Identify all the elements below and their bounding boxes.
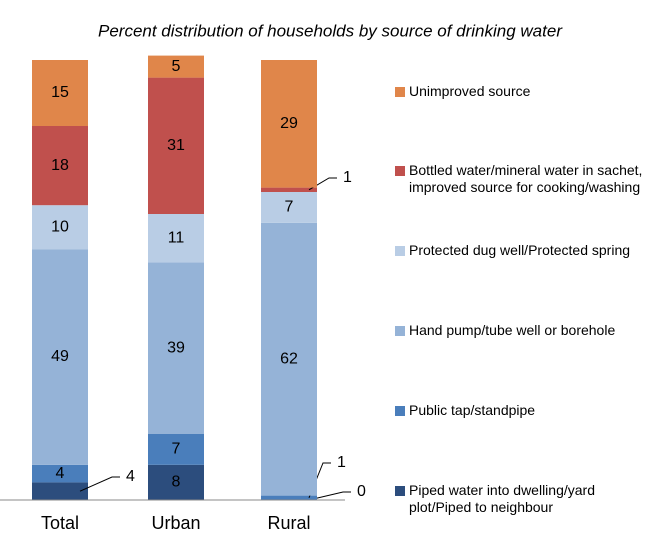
legend-swatch xyxy=(395,486,405,496)
legend-label: Piped water into dwelling/yard plot/Pipe… xyxy=(409,482,595,515)
legend-swatch xyxy=(395,406,405,416)
bar-segment xyxy=(261,60,317,188)
bar-segment xyxy=(148,464,204,500)
x-tick-label: Total xyxy=(41,513,79,533)
bar-segment xyxy=(32,205,88,250)
legend-label: Bottled water/mineral water in sachet, i… xyxy=(409,162,643,195)
bar-segment xyxy=(148,262,204,434)
bar-segment xyxy=(32,482,88,500)
x-tick-label: Urban xyxy=(151,513,200,533)
x-tick-label: Rural xyxy=(267,513,310,533)
bar-segment xyxy=(148,214,204,263)
legend-swatch xyxy=(395,246,405,256)
bar-segment xyxy=(148,77,204,214)
data-label: 31 xyxy=(167,137,185,154)
data-label: 8 xyxy=(172,474,181,491)
bar-segment xyxy=(148,434,204,465)
data-label: 7 xyxy=(285,199,294,216)
chart-title: Percent distribution of households by so… xyxy=(98,21,563,40)
legend-swatch xyxy=(395,326,405,336)
legend-swatch xyxy=(395,166,405,176)
bar-segment xyxy=(32,464,88,483)
data-label: 29 xyxy=(280,115,298,132)
data-label: 62 xyxy=(280,350,298,367)
data-label: 15 xyxy=(51,84,69,101)
legend-label: Unimproved source xyxy=(409,83,531,99)
bar-segment xyxy=(261,187,317,192)
data-label: 4 xyxy=(56,465,65,482)
legend-swatch xyxy=(395,87,405,97)
bar-segment xyxy=(261,222,317,496)
data-label: 1 xyxy=(337,454,346,471)
data-label: 39 xyxy=(167,339,185,356)
leader-line xyxy=(308,491,351,501)
data-label: 4 xyxy=(126,468,135,485)
legend-label: Public tap/standpipe xyxy=(409,402,536,418)
legend-label: Protected dug well/Protected spring xyxy=(409,242,631,258)
bar-segment xyxy=(148,55,204,78)
bar-segment xyxy=(32,126,88,206)
data-label: 18 xyxy=(51,157,69,174)
bar-segment xyxy=(261,495,317,500)
data-label: 10 xyxy=(51,218,69,235)
leader-line xyxy=(79,476,120,492)
data-label: 5 xyxy=(172,58,181,75)
data-label: 11 xyxy=(168,229,185,246)
data-label: 49 xyxy=(51,348,69,365)
bar-segment xyxy=(32,249,88,465)
data-label: 1 xyxy=(343,169,352,186)
bar-segment xyxy=(261,192,317,223)
bar-segment xyxy=(32,60,88,126)
legend-label: Hand pump/tube well or borehole xyxy=(409,322,616,338)
data-label: 0 xyxy=(357,483,366,500)
data-label: 7 xyxy=(172,441,181,458)
